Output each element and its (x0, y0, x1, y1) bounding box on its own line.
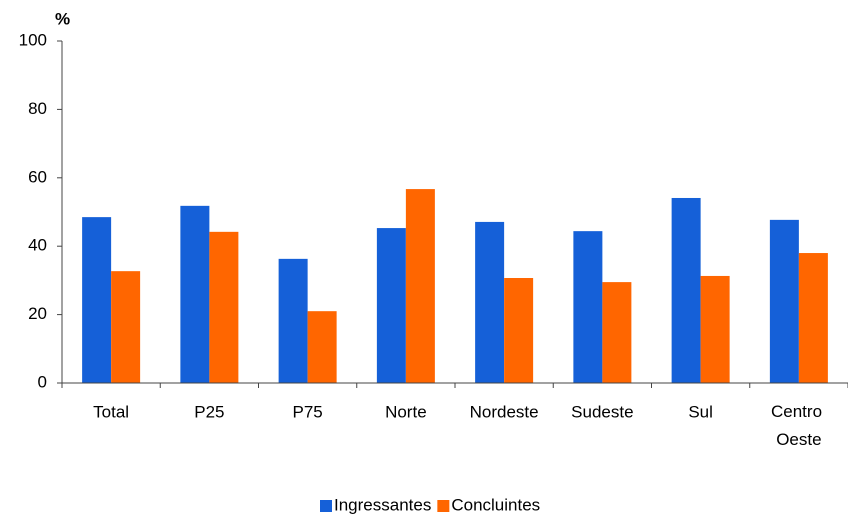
x-tick-label: Sul (688, 402, 713, 421)
bar (111, 271, 141, 383)
y-tick-label: 20 (28, 304, 47, 323)
legend-swatch (320, 500, 332, 512)
x-tick-label: P75 (293, 402, 323, 421)
legend-swatch (437, 500, 450, 512)
legend: Ingressantes Concluintes (320, 495, 540, 514)
y-tick-label: 0 (38, 372, 47, 391)
bar (769, 219, 799, 383)
bar (376, 228, 406, 383)
x-tick-label: Norte (385, 402, 427, 421)
x-tick-label: Nordeste (470, 402, 539, 421)
x-tick-label: P25 (194, 402, 224, 421)
legend-label: Ingressantes (334, 495, 431, 514)
y-tick-label: 80 (28, 99, 47, 118)
bar (82, 217, 112, 383)
y-tick-label: 40 (28, 236, 47, 255)
x-tick-label: Total (93, 402, 129, 421)
x-tick-label: Sudeste (571, 402, 633, 421)
bar (798, 253, 828, 383)
bar (475, 221, 505, 383)
bar (671, 197, 701, 383)
bar (278, 258, 308, 383)
bar (504, 278, 534, 383)
bar (180, 205, 210, 383)
bar (573, 231, 603, 383)
legend-label: Concluintes (451, 495, 540, 514)
bar (307, 311, 337, 383)
y-tick-label: 100 (19, 30, 47, 49)
bar (602, 282, 632, 383)
bar (700, 275, 730, 383)
bar (209, 231, 239, 383)
y-axis-label: % (55, 9, 70, 28)
bar (405, 189, 435, 383)
x-tick-label: Centro Oeste (771, 402, 827, 449)
y-tick-label: 60 (28, 167, 47, 186)
